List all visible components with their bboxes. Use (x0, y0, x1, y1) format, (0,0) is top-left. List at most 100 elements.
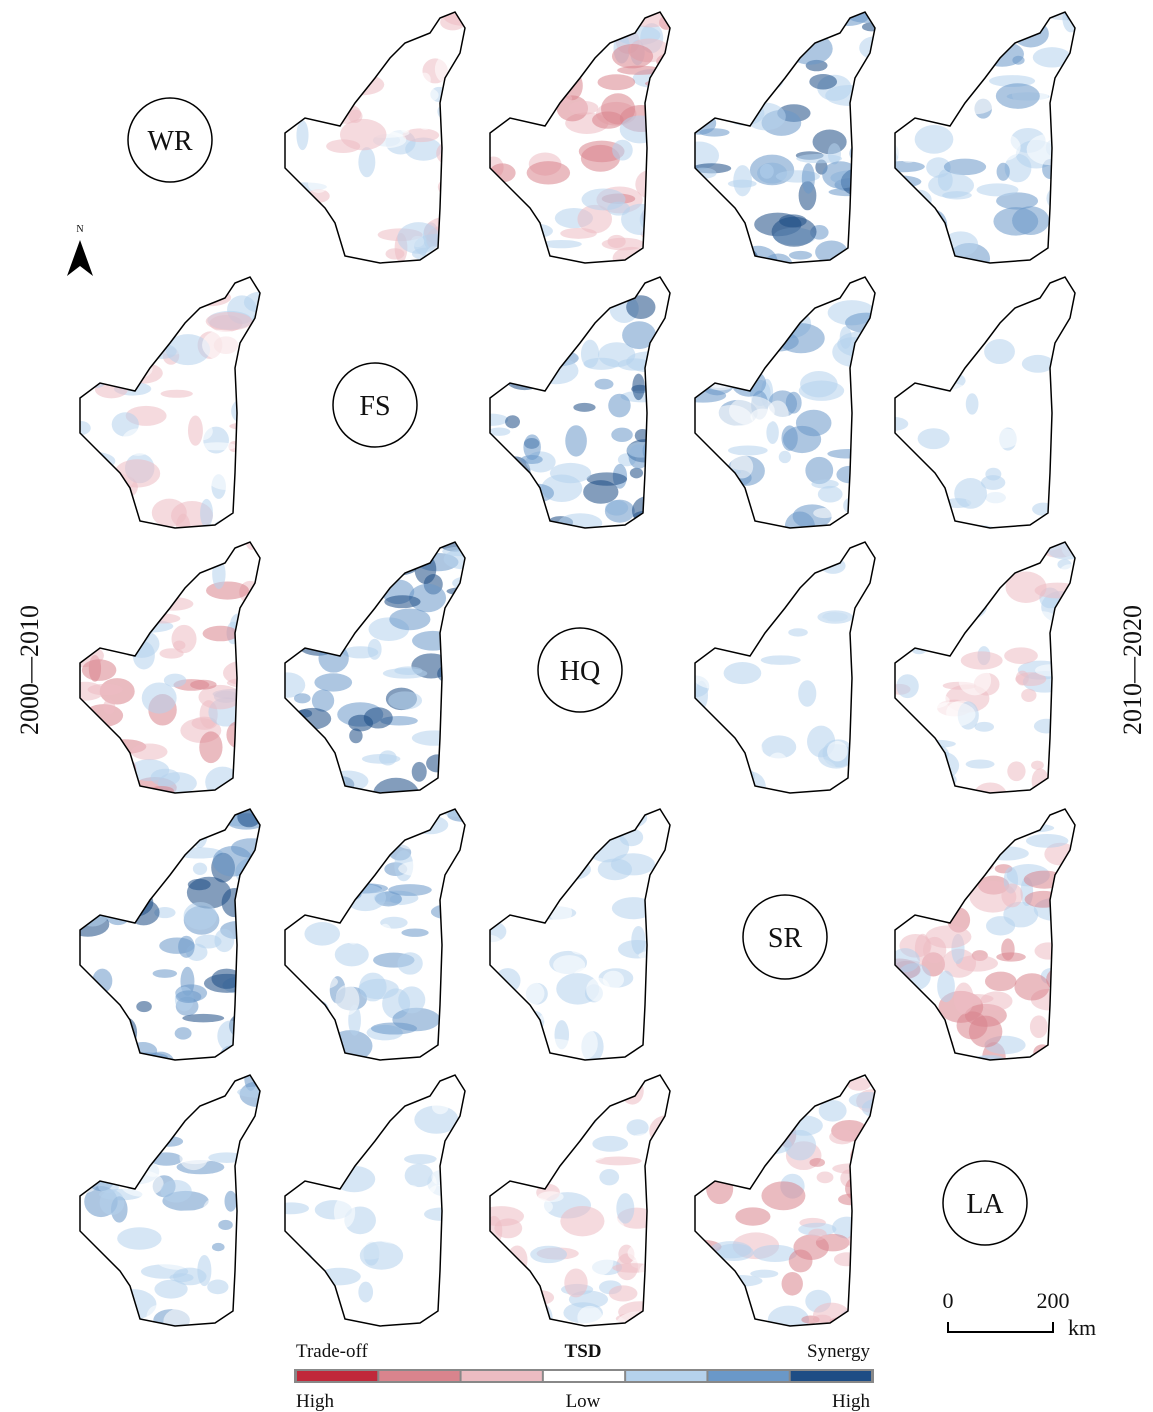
map-patch (1046, 184, 1082, 212)
map-patch (303, 1046, 339, 1066)
map-patch (969, 289, 998, 301)
map-patch (1031, 761, 1044, 770)
map-patch (777, 323, 825, 353)
tsd-map (468, 1068, 688, 1340)
map-patch (988, 449, 1005, 461)
map-patch (246, 436, 274, 456)
map-patch (56, 512, 97, 537)
map-patch (82, 659, 116, 681)
map-patch (288, 32, 303, 40)
map-patch (880, 720, 925, 743)
map-patch (503, 814, 532, 826)
map-patch (899, 325, 924, 340)
map-patch (278, 1165, 298, 1179)
map-patch (203, 626, 239, 641)
map-patch (247, 734, 280, 743)
map-patch (435, 774, 482, 801)
map-patch (233, 1048, 262, 1074)
map-patch (520, 268, 534, 285)
map-patch (207, 1280, 228, 1295)
map-patch (857, 1160, 888, 1172)
map-patch (78, 1308, 103, 1320)
map-patch (412, 631, 454, 651)
map-patch (508, 1036, 546, 1063)
map-patch (438, 759, 480, 784)
map-patch (503, 795, 544, 822)
map-patch (728, 445, 768, 455)
map-patch (684, 112, 717, 135)
map-patch (921, 91, 938, 119)
map-patch (899, 23, 912, 45)
map-patch (612, 1263, 654, 1273)
map-patch (731, 1289, 747, 1312)
map-patch (1025, 891, 1063, 908)
map-patch (152, 499, 187, 527)
map-patch (922, 250, 938, 264)
map-patch (918, 535, 935, 545)
map-patch (541, 14, 565, 43)
map-patch (630, 468, 643, 479)
map-patch (368, 1108, 384, 1122)
map-patch (706, 784, 728, 810)
map-patch (362, 754, 400, 764)
map-patch (728, 720, 764, 741)
map-patch (719, 1127, 760, 1147)
map-patch (963, 287, 977, 303)
map-patch (175, 422, 187, 433)
map-patch (713, 1101, 730, 1132)
map-patch (432, 1099, 449, 1114)
scale-bar: 0 200 km (943, 1288, 1097, 1340)
map-patch (545, 877, 563, 890)
map-patch (724, 662, 762, 684)
map-patch (286, 1098, 324, 1121)
map-patch (66, 761, 87, 789)
map-patch (959, 665, 992, 695)
map-patch (294, 693, 311, 703)
map-patch (384, 595, 420, 608)
map-patch (920, 893, 954, 915)
map-patch (911, 781, 946, 799)
map-patch (1007, 761, 1025, 781)
tsd-map (880, 529, 1092, 807)
map-raster (475, 268, 688, 537)
map-patch (188, 415, 203, 445)
map-patch (274, 1202, 309, 1214)
map-patch (534, 1077, 548, 1091)
map-patch (184, 1062, 230, 1089)
map-patch (707, 748, 726, 776)
map-patch (412, 815, 449, 834)
map-patch (482, 982, 503, 1013)
map-patch (206, 581, 249, 599)
map-patch (394, 666, 422, 675)
map-patch (616, 1312, 660, 1340)
map-patch (1012, 403, 1045, 422)
map-patch (421, 1306, 443, 1319)
map-patch (239, 772, 262, 792)
map-patch (448, 982, 469, 1012)
scale-tick: 0 (943, 1288, 954, 1313)
map-patch (894, 777, 913, 805)
map-patch (237, 944, 255, 971)
label-text: WR (147, 126, 192, 157)
map-patch (173, 1268, 207, 1286)
map-patch (327, 771, 368, 792)
map-patch (219, 1101, 241, 1133)
map-patch (702, 88, 739, 106)
map-patch (711, 605, 755, 613)
map-raster (470, 795, 691, 1068)
map-patch (84, 623, 107, 646)
map-patch (66, 1013, 110, 1040)
map-patch (190, 680, 216, 690)
map-patch (663, 350, 681, 370)
map-patch (658, 358, 670, 378)
map-patch (71, 1091, 117, 1120)
variable-label: SR (743, 895, 827, 979)
map-patch (779, 451, 791, 463)
map-patch (970, 28, 984, 40)
map-patch (935, 775, 948, 797)
tsd-map (66, 799, 278, 1074)
map-patch (208, 468, 245, 490)
map-patch (687, 24, 725, 48)
map-patch (1054, 188, 1086, 211)
map-patch (287, 952, 301, 960)
